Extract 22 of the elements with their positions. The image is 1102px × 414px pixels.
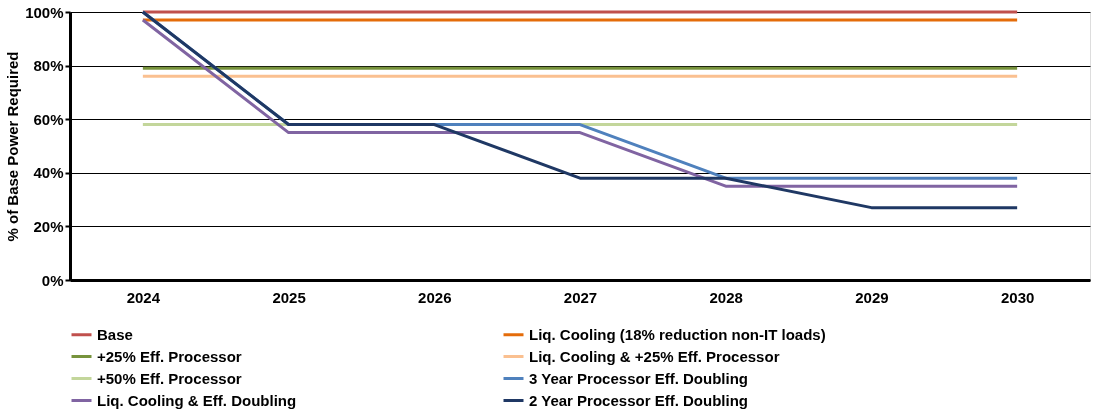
legend-label: Liq. Cooling & +25% Eff. Processor <box>529 347 780 365</box>
y-tick-label: 60% <box>33 110 64 128</box>
y-tick-label: 40% <box>33 164 64 182</box>
y-tick-label: 80% <box>33 57 64 75</box>
legend-label: Base <box>97 325 133 343</box>
y-tick-label: 20% <box>33 217 64 235</box>
x-tick-label: 2030 <box>1000 288 1035 306</box>
legend-label: Liq. Cooling & Eff. Doubling <box>97 391 297 409</box>
legend-label: 3 Year Processor Eff. Doubling <box>529 369 748 387</box>
y-tick-label: 100% <box>25 3 64 21</box>
legend-label: +25% Eff. Processor <box>97 347 242 365</box>
x-tick-label: 2026 <box>418 288 452 306</box>
x-tick-label: 2024 <box>126 288 161 306</box>
x-tick-label: 2027 <box>563 288 598 306</box>
legend-label: +50% Eff. Processor <box>97 369 242 387</box>
x-tick-label: 2028 <box>709 288 743 306</box>
y-tick-label: 0% <box>41 271 64 289</box>
legend-label: 2 Year Processor Eff. Doubling <box>529 391 748 409</box>
x-tick-label: 2029 <box>855 288 889 306</box>
x-tick-label: 2025 <box>272 288 306 306</box>
y-axis-title: % of Base Power Required <box>4 51 22 242</box>
legend-label: Liq. Cooling (18% reduction non-IT loads) <box>529 325 826 343</box>
